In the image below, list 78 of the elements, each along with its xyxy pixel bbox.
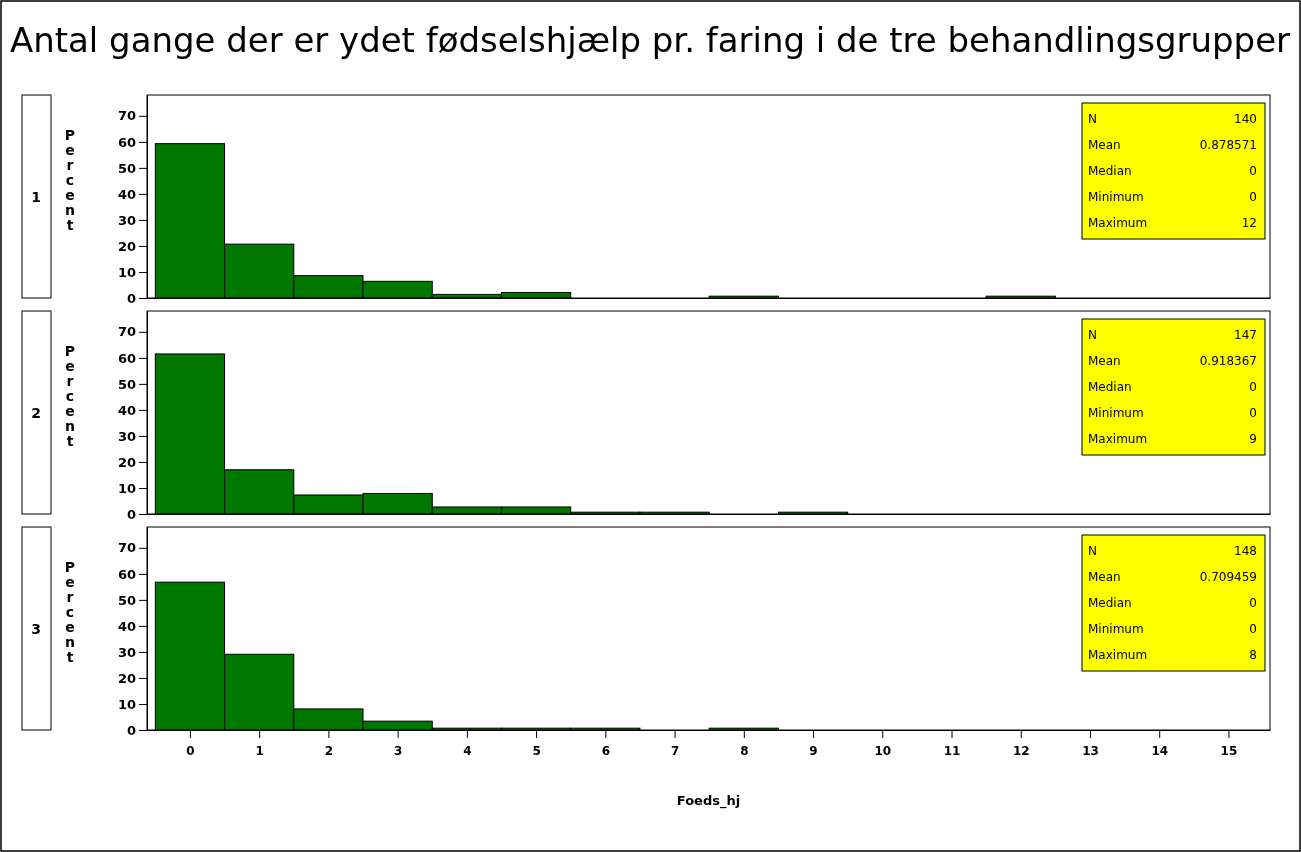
annotation: Minimum: [1088, 406, 1144, 420]
y-tick-label: 40: [117, 618, 136, 634]
annotation: Maximum: [1088, 216, 1148, 230]
y-tick-label: 0: [126, 722, 136, 738]
y-axis-title: Percent: [64, 343, 76, 449]
y-tick-label: 50: [117, 592, 136, 608]
y-axis-title: Percent: [64, 127, 76, 233]
annotation: 0.918367: [1199, 354, 1257, 368]
annotation: Median: [1088, 380, 1132, 394]
x-tick-label: 7: [670, 744, 680, 759]
x-tick-label: 1: [255, 744, 264, 759]
y-tick-label: 70: [117, 324, 136, 340]
x-tick-label: 11: [943, 744, 961, 759]
x-tick-label: 10: [874, 744, 892, 759]
annotation: N: [1088, 112, 1097, 126]
y-tick-label: 20: [117, 238, 136, 254]
annotation: 0: [1249, 622, 1257, 636]
y-tick-label: 60: [117, 566, 136, 582]
annotation: 8: [1249, 648, 1257, 662]
text: 3: [31, 620, 41, 637]
x-tick-label: 9: [809, 744, 818, 759]
annotation: Maximum: [1088, 648, 1148, 662]
x-tick-label: 3: [393, 744, 403, 759]
x-tick-label: 12: [1012, 744, 1030, 759]
y-tick-label: 50: [117, 376, 136, 392]
x-tick-label: 6: [601, 744, 611, 759]
x-tick-label: 2: [324, 744, 334, 759]
annotation: 140: [1234, 112, 1257, 126]
y-tick-label: 70: [117, 108, 136, 124]
annotation: Mean: [1088, 138, 1121, 152]
y-tick-label: 50: [117, 160, 136, 176]
annotation: 12: [1241, 216, 1257, 230]
y-tick-label: 60: [117, 134, 136, 150]
annotation: Mean: [1088, 354, 1121, 368]
annotation: Minimum: [1088, 622, 1144, 636]
annotation: 0.709459: [1199, 570, 1257, 584]
annotation: 0: [1249, 406, 1257, 420]
chart-title: Antal gange der er ydet fødselshjælp pr. faring i de tre behandlingsgrupper: [10, 20, 1292, 60]
y-tick-label: 30: [117, 212, 136, 228]
annotation: Minimum: [1088, 190, 1144, 204]
annotation: 0: [1249, 190, 1257, 204]
annotation: N: [1088, 328, 1097, 342]
y-tick-label: 0: [126, 506, 136, 522]
x-tick-label: 0: [186, 744, 195, 759]
annotation: 0: [1249, 596, 1257, 610]
annotation: N: [1088, 544, 1097, 558]
x-tick-label: 13: [1082, 744, 1099, 759]
y-tick-label: 40: [117, 186, 136, 202]
x-tick-label: 14: [1151, 744, 1169, 759]
text: 1: [31, 188, 41, 205]
annotation: 0: [1249, 164, 1257, 178]
x-tick-label: 15: [1220, 744, 1238, 759]
y-tick-label: 30: [117, 428, 136, 444]
y-tick-label: 60: [117, 350, 136, 366]
x-axis-title: Foeds_hj: [676, 793, 741, 809]
y-tick-label: 10: [117, 696, 136, 712]
annotation: 148: [1234, 544, 1257, 558]
annotation: 0: [1249, 380, 1257, 394]
x-tick-label: 5: [532, 744, 541, 759]
annotation: Mean: [1088, 570, 1121, 584]
annotation: Maximum: [1088, 432, 1148, 446]
annotation: 147: [1234, 328, 1257, 342]
y-tick-label: 0: [126, 290, 136, 306]
x-tick-label: 4: [463, 744, 472, 759]
y-tick-label: 20: [117, 454, 136, 470]
x-tick-label: 8: [740, 744, 749, 759]
y-axis-title: Percent: [64, 559, 76, 665]
annotation: 0.878571: [1199, 138, 1257, 152]
y-tick-label: 10: [117, 480, 136, 496]
y-tick-label: 20: [117, 670, 136, 686]
annotation: 9: [1249, 432, 1257, 446]
y-tick-label: 70: [117, 540, 136, 556]
y-tick-label: 40: [117, 402, 136, 418]
text: 2: [31, 404, 41, 421]
y-tick-label: 30: [117, 644, 136, 660]
y-tick-label: 10: [117, 264, 136, 280]
annotation: Median: [1088, 164, 1132, 178]
annotation: Median: [1088, 596, 1132, 610]
